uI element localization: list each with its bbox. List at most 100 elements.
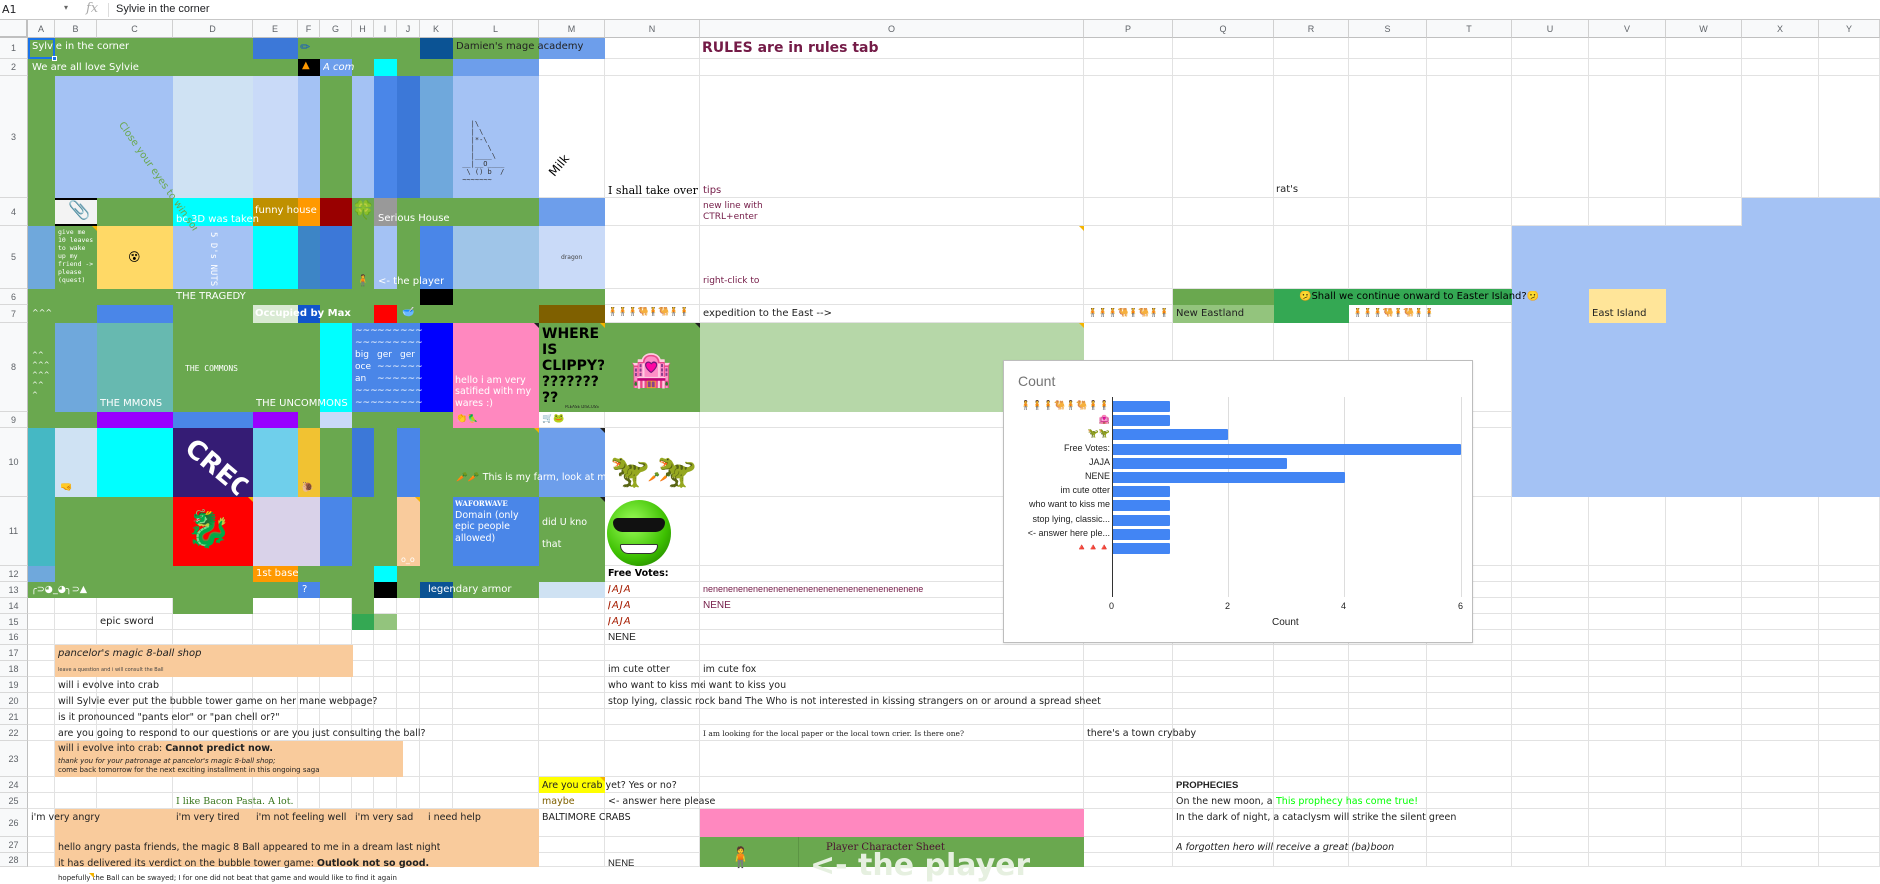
cell-L11[interactable]: Domain (only epic people allowed) — [455, 510, 519, 544]
cell-O22[interactable]: I am looking for the local paper or the … — [703, 729, 965, 738]
fill-handle[interactable] — [52, 56, 57, 61]
row-header-15[interactable]: 15 — [0, 614, 28, 630]
cell-A13[interactable]: ╭⊃◕_◕╮⊃▲ — [31, 584, 87, 595]
row-header-8[interactable]: 8 — [0, 323, 28, 412]
row-header-11[interactable]: 11 — [0, 497, 28, 566]
cell-D5-vertical-text[interactable]: 5 D's NUTS — [208, 232, 218, 287]
cell-L1[interactable]: Damien's mage academy — [456, 41, 584, 52]
row-header-13[interactable]: 13 — [0, 582, 28, 598]
cell-R24[interactable]: This prophecy has come true! — [1276, 796, 1419, 807]
column-header-M[interactable]: M — [539, 20, 605, 38]
chart-bar[interactable] — [1112, 443, 1461, 455]
cell-A1[interactable]: Sylvie in the corner — [32, 41, 130, 52]
cell-L8[interactable]: hello i am very satified with my wares :… — [455, 375, 532, 409]
formula-input[interactable]: Sylvie in the corner — [116, 3, 210, 15]
cell-K13[interactable]: legendary armor — [428, 584, 512, 595]
cell-R3[interactable]: rat's — [1276, 184, 1299, 195]
cell-B28[interactable]: hopefully the Ball can be swayed; I for … — [58, 874, 397, 882]
cell-Q26[interactable]: A forgotten hero will receive a great (b… — [1176, 842, 1395, 853]
column-header-V[interactable]: V — [1589, 20, 1666, 38]
cell-M3-rotated-text[interactable]: Milk — [546, 151, 573, 179]
cell-V7[interactable]: East Island — [1592, 308, 1647, 319]
row-header-3[interactable]: 3 — [0, 76, 28, 198]
chart-bar[interactable] — [1112, 415, 1171, 427]
cell-Q25[interactable]: In the dark of night, a cataclysm will s… — [1176, 812, 1457, 823]
column-header-Y[interactable]: Y — [1819, 20, 1880, 38]
cell-O14[interactable]: NENE — [703, 600, 731, 611]
chart-bar[interactable] — [1112, 457, 1287, 469]
row-header-23[interactable]: 23 — [0, 741, 28, 777]
column-header-W[interactable]: W — [1666, 20, 1742, 38]
row-header-9[interactable]: 9 — [0, 412, 28, 428]
cell-N27[interactable]: NENE — [608, 858, 635, 869]
cell-A2[interactable]: We are all love Sylvie — [32, 62, 139, 73]
cell-D6[interactable]: THE TRAGEDY — [176, 291, 246, 302]
cell-O4[interactable]: new line with CTRL+enter — [703, 201, 763, 222]
column-header-D[interactable]: D — [173, 20, 253, 38]
select-all-corner[interactable] — [0, 20, 28, 38]
row-header-2[interactable]: 2 — [0, 59, 28, 76]
cell-H8[interactable]: ~~~ ~~~ big oce an ~~~ ~~~ — [355, 326, 378, 408]
column-header-L[interactable]: L — [453, 20, 539, 38]
cell-N14[interactable]: JAJA — [608, 600, 632, 611]
cell-B22[interactable]: are you going to respond to our question… — [58, 728, 426, 739]
column-header-S[interactable]: S — [1349, 20, 1427, 38]
chevron-down-icon[interactable]: ▾ — [64, 3, 69, 12]
cell-R6[interactable]: 🫤Shall we continue onward to Easter Isla… — [1299, 291, 1539, 303]
row-header-16[interactable]: 16 — [0, 630, 28, 645]
row-header-28[interactable]: 28 — [0, 853, 28, 867]
column-header-X[interactable]: X — [1742, 20, 1819, 38]
cell-J11[interactable]: o_o — [401, 555, 415, 564]
cell-N13[interactable]: JAJA — [608, 584, 632, 595]
column-header-N[interactable]: N — [605, 20, 700, 38]
chart-bar[interactable] — [1112, 429, 1229, 441]
cell-B26[interactable]: hello angry pasta friends, the magic 8 B… — [58, 842, 441, 853]
row-header-22[interactable]: 22 — [0, 725, 28, 741]
row-header-18[interactable]: 18 — [0, 661, 28, 677]
cell-O3[interactable]: tips — [703, 185, 722, 196]
cell-M23[interactable]: Are you crab yet? Yes or no? — [542, 780, 677, 791]
column-header-E[interactable]: E — [253, 20, 298, 38]
cell-D8[interactable]: THE COMMONS — [185, 364, 238, 373]
count-bar-chart[interactable]: Count 🧍🧍🧍🐫🧍🐫🧍🧍 🏩 🦖🦖 Free Votes: JAJA NENE im c… — [1003, 360, 1473, 643]
chart-bar[interactable] — [1112, 543, 1171, 554]
cell-M25[interactable]: BALTIMORE CRABS — [542, 812, 631, 823]
column-header-P[interactable]: P — [1084, 20, 1173, 38]
column-header-O[interactable]: O — [700, 20, 1084, 38]
cell-A7[interactable]: ^^^ — [32, 308, 53, 317]
chart-bar[interactable] — [1112, 500, 1171, 512]
row-header-17[interactable]: 17 — [0, 645, 28, 661]
cell-A8[interactable]: ^^ ^^^ ^^^ ^^ ^ — [32, 351, 50, 399]
cell-M5[interactable]: dragon — [561, 254, 583, 261]
chart-bar[interactable] — [1112, 486, 1171, 498]
cell-B5[interactable]: give me 10 leaves to wake up my friend -… — [58, 228, 94, 284]
cell-D4[interactable]: bc 3D was taken — [176, 214, 259, 225]
row-header-10[interactable]: 10 — [0, 428, 28, 497]
cell-M11[interactable]: did U kno that — [542, 517, 588, 550]
cell-G2[interactable]: A com — [323, 62, 355, 73]
cell-A25[interactable]: i'm very angry — [31, 812, 100, 823]
cell-L10[interactable]: 🥕🥕 This is my farm, look at my carrots🥕🥕 — [456, 472, 672, 483]
cell-K25[interactable]: i need help — [428, 812, 481, 823]
column-header-G[interactable]: G — [320, 20, 352, 38]
cell-B17[interactable]: pancelor's magic 8-ball shop — [58, 648, 202, 659]
name-box[interactable]: A1 ▾ — [2, 3, 70, 17]
cell-O5[interactable]: right-click to — [703, 276, 760, 286]
row-header-21[interactable]: 21 — [0, 709, 28, 725]
cell-N19[interactable]: who want to kiss me — [608, 680, 703, 691]
column-header-C[interactable]: C — [97, 20, 173, 38]
cell-O7[interactable]: expedition to the East --> — [703, 308, 833, 319]
chart-bar[interactable] — [1112, 401, 1171, 412]
cell-O26[interactable]: Player Character Sheet — [826, 842, 945, 853]
column-header-A[interactable]: A — [28, 20, 55, 38]
cell-B27[interactable]: it has delivered its verdict on the bubb… — [58, 858, 429, 869]
cell-E8[interactable]: THE UNCOMMONS — [256, 398, 348, 409]
cell-D24[interactable]: I like Bacon Pasta. A lot. — [176, 796, 294, 807]
row-header-24[interactable]: 24 — [0, 777, 28, 793]
cell-Q23[interactable]: PROPHECIES — [1176, 780, 1239, 791]
row-header-19[interactable]: 19 — [0, 677, 28, 693]
chart-bar[interactable] — [1112, 472, 1345, 483]
cell-I4[interactable]: Serious House — [378, 213, 450, 224]
cell-O13[interactable]: nenenenenenenenenenenenenenenenenenenene… — [703, 584, 924, 594]
cell-O18[interactable]: im cute fox — [703, 664, 757, 675]
